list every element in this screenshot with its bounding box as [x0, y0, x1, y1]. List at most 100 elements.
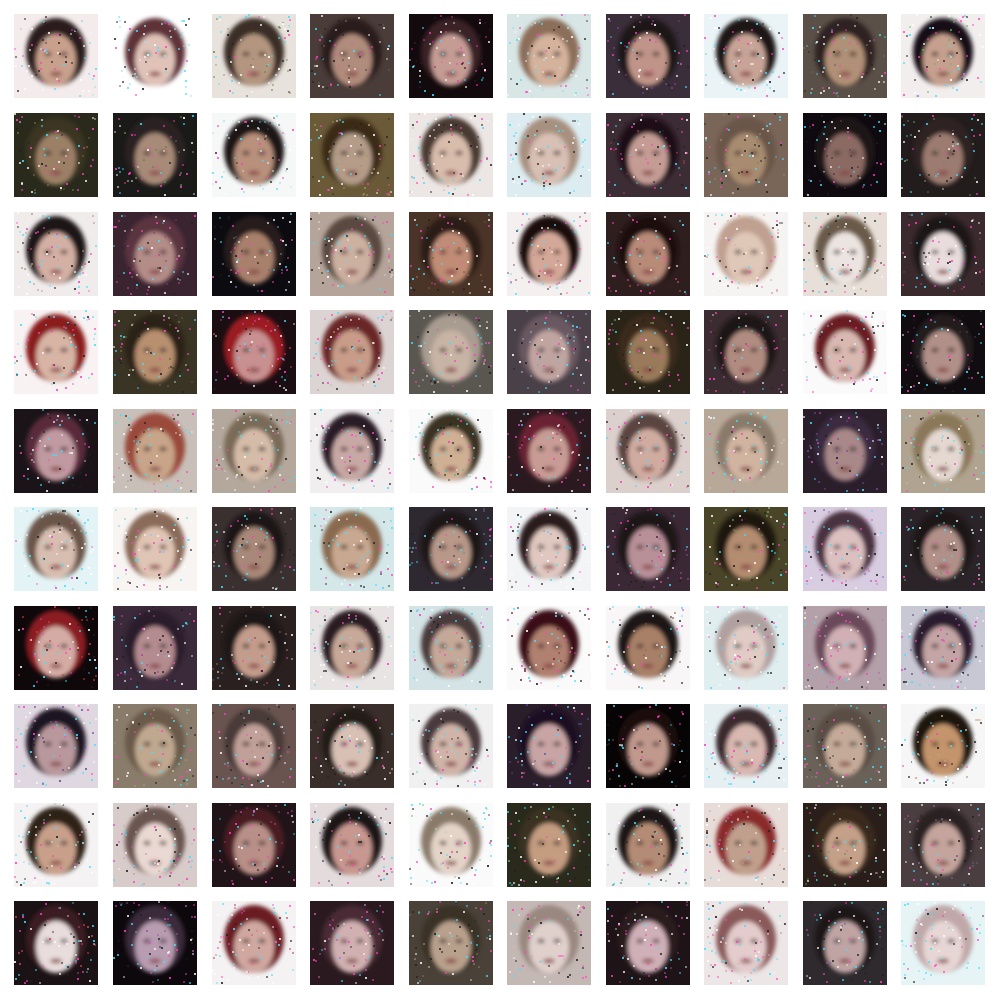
face-sample-image	[212, 507, 296, 591]
face-sample-image	[14, 704, 98, 788]
face-sample-image	[507, 310, 591, 394]
face-sample-image	[803, 409, 887, 493]
eye-region	[932, 348, 939, 352]
mouth-region	[740, 762, 752, 766]
face-sample-tile	[901, 113, 985, 197]
eye-region	[850, 52, 857, 56]
eye-region	[440, 939, 447, 943]
eye-region	[932, 742, 939, 746]
mouth-region	[937, 368, 949, 372]
eye-region	[440, 151, 447, 155]
eye-region	[735, 742, 742, 746]
face-sample-image	[14, 606, 98, 690]
mouth-region	[937, 959, 949, 963]
eye-region	[538, 545, 545, 549]
face-sample-image	[310, 14, 394, 98]
face-sample-tile	[212, 901, 296, 985]
eye-region	[61, 250, 68, 254]
mouth-region	[248, 171, 260, 175]
mouth-region	[149, 368, 161, 372]
face-sample-tile	[606, 14, 690, 98]
face-region	[825, 34, 865, 86]
face-sample-tile	[507, 803, 591, 887]
eye-region	[653, 841, 660, 845]
face-sample-image	[310, 901, 394, 985]
face-region	[726, 34, 766, 86]
mouth-region	[445, 270, 457, 274]
face-sample-tile	[901, 901, 985, 985]
face-region	[529, 232, 569, 284]
face-sample-image	[704, 901, 788, 985]
face-sample-tile	[803, 507, 887, 591]
face-sample-tile	[606, 704, 690, 788]
eye-region	[456, 939, 463, 943]
mouth-region	[149, 270, 161, 274]
face-sample-image	[310, 704, 394, 788]
face-sample-tile	[803, 803, 887, 887]
mouth-region	[50, 368, 62, 372]
face-sample-tile	[14, 901, 98, 985]
face-sample-tile	[113, 14, 197, 98]
mouth-region	[50, 861, 62, 865]
face-region	[923, 921, 963, 973]
face-sample-image	[507, 901, 591, 985]
face-sample-image	[803, 803, 887, 887]
mouth-region	[642, 664, 654, 668]
face-sample-tile	[212, 113, 296, 197]
face-region	[431, 921, 471, 973]
face-sample-image	[901, 606, 985, 690]
eye-region	[144, 447, 151, 451]
eye-region	[735, 52, 742, 56]
eye-region	[61, 742, 68, 746]
face-sample-tile	[409, 409, 493, 493]
mouth-region	[740, 72, 752, 76]
mouth-region	[346, 270, 358, 274]
eye-region	[259, 447, 266, 451]
face-sample-tile	[606, 606, 690, 690]
eye-region	[751, 841, 758, 845]
eye-region	[357, 151, 364, 155]
face-region	[135, 921, 175, 973]
face-sample-tile	[14, 507, 98, 591]
mouth-region	[839, 171, 851, 175]
face-sample-image	[212, 212, 296, 296]
face-sample-tile	[901, 212, 985, 296]
face-sample-image	[606, 704, 690, 788]
eye-region	[834, 151, 841, 155]
eye-region	[653, 52, 660, 56]
eye-region	[751, 545, 758, 549]
eye-region	[850, 348, 857, 352]
face-sample-tile	[803, 409, 887, 493]
face-region	[923, 527, 963, 579]
face-sample-image	[409, 409, 493, 493]
eye-region	[751, 447, 758, 451]
eye-region	[751, 348, 758, 352]
face-sample-image	[507, 606, 591, 690]
face-sample-tile	[310, 212, 394, 296]
eye-region	[850, 939, 857, 943]
face-sample-tile	[310, 803, 394, 887]
eye-region	[948, 348, 955, 352]
face-region	[529, 823, 569, 875]
face-sample-image	[212, 803, 296, 887]
eye-region	[243, 447, 250, 451]
eye-region	[637, 939, 644, 943]
mouth-region	[50, 664, 62, 668]
face-sample-tile	[606, 113, 690, 197]
eye-region	[357, 348, 364, 352]
eye-region	[834, 742, 841, 746]
face-region	[431, 823, 471, 875]
face-sample-image	[704, 704, 788, 788]
face-sample-image	[507, 14, 591, 98]
mouth-region	[149, 565, 161, 569]
eye-region	[554, 545, 561, 549]
face-sample-tile	[113, 507, 197, 591]
eye-region	[554, 348, 561, 352]
face-sample-image	[310, 803, 394, 887]
face-sample-image	[803, 507, 887, 591]
eye-region	[735, 447, 742, 451]
mouth-region	[149, 72, 161, 76]
eye-region	[144, 644, 151, 648]
eye-region	[61, 151, 68, 155]
